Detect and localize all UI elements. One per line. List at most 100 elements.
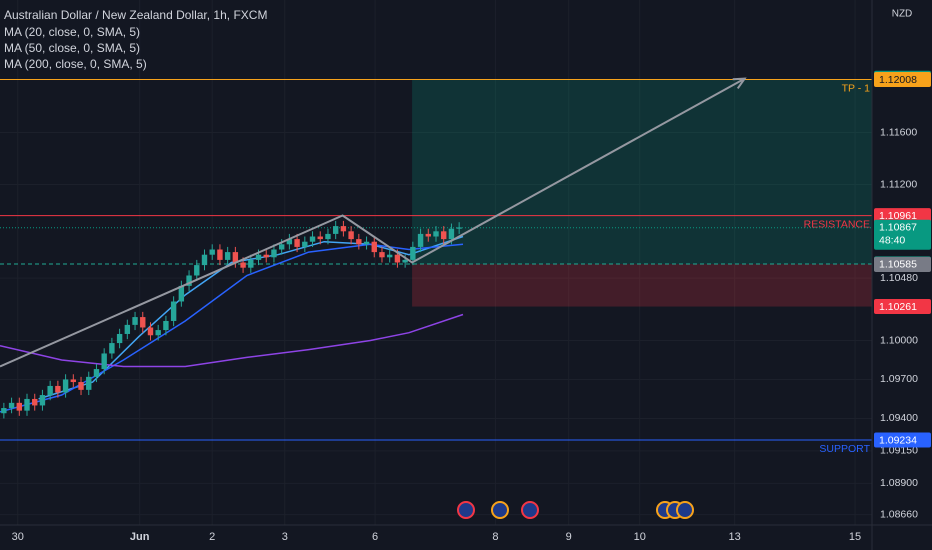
grid xyxy=(0,0,872,525)
x-tick-label: 8 xyxy=(492,531,498,543)
candle-body xyxy=(371,241,377,253)
candle-body xyxy=(194,265,200,276)
y-tick-label: 1.08660 xyxy=(880,508,918,520)
candle-body xyxy=(55,385,61,393)
x-tick-label: 15 xyxy=(849,531,861,543)
level-label: RESISTANCE xyxy=(804,218,870,230)
candle-body xyxy=(448,228,455,240)
candle-body xyxy=(147,327,154,336)
candle-body xyxy=(62,379,69,393)
candle-body xyxy=(302,241,308,247)
candle-body xyxy=(224,252,231,260)
candle-body xyxy=(32,398,38,406)
candle-body xyxy=(186,275,192,286)
x-tick-label: Jun xyxy=(130,531,150,543)
price-label: 1.12008 xyxy=(879,74,917,86)
price-label-box xyxy=(874,299,931,315)
candle-body xyxy=(379,252,385,258)
candle-body xyxy=(340,226,347,232)
candle-body xyxy=(155,330,161,336)
candle-body xyxy=(433,231,439,237)
countdown: 48:40 xyxy=(879,235,905,247)
price-label-box xyxy=(874,72,931,88)
candle-body xyxy=(1,408,7,414)
x-tick-label: 3 xyxy=(282,531,288,543)
candle-body xyxy=(163,320,169,331)
candle-body xyxy=(456,227,462,229)
legend-entry: MA (50, close, 0, SMA, 5) xyxy=(4,41,140,55)
moving-average xyxy=(0,313,464,368)
candle-body xyxy=(116,333,123,344)
candle-body xyxy=(332,226,339,234)
arrow-head xyxy=(732,77,747,89)
price-label: 1.10961 xyxy=(879,210,917,222)
candle-body xyxy=(325,233,331,240)
y-tick-label: 1.09400 xyxy=(880,412,918,424)
event-icon[interactable] xyxy=(457,501,475,519)
candle-body xyxy=(278,244,285,250)
y-tick-label: 1.09700 xyxy=(880,373,918,385)
candle-body xyxy=(217,249,223,260)
candle-body xyxy=(386,254,393,258)
x-tick-label: 10 xyxy=(634,531,646,543)
candle-body xyxy=(178,285,185,302)
candle-body xyxy=(248,259,254,268)
candle-body xyxy=(363,241,370,245)
event-icon[interactable] xyxy=(521,501,539,519)
candle-body xyxy=(255,254,262,260)
candle-body xyxy=(441,231,447,240)
candle-body xyxy=(86,376,92,390)
price-label-box xyxy=(874,208,931,224)
candle-body xyxy=(425,233,431,237)
x-tick-label: 9 xyxy=(566,531,572,543)
candle-body xyxy=(294,239,300,247)
loss-zone xyxy=(412,264,872,307)
trend-line xyxy=(0,77,746,368)
level-label: TP - 1 xyxy=(842,82,871,94)
candle-body xyxy=(101,353,107,370)
candle-body xyxy=(93,369,100,377)
price-label: 1.10585 xyxy=(879,259,917,271)
event-icons xyxy=(457,501,694,519)
event-icon[interactable] xyxy=(491,501,509,519)
x-tick-label: 6 xyxy=(372,531,378,543)
candle-body xyxy=(263,254,269,258)
candle-body xyxy=(286,239,293,245)
candle-body xyxy=(132,317,138,325)
price-label: 1.10261 xyxy=(879,301,917,313)
y-tick-label: 1.09150 xyxy=(880,445,918,457)
candle-body xyxy=(140,317,146,328)
candle-body xyxy=(417,233,424,247)
candle-body xyxy=(201,254,208,266)
candle-body xyxy=(47,385,53,396)
candle-body xyxy=(39,395,46,406)
price-label: 1.09234 xyxy=(879,434,917,446)
price-label-box xyxy=(874,256,931,272)
y-tick-label: 1.11200 xyxy=(880,178,917,190)
legend: MA (20, close, 0, SMA, 5) MA (50, close, … xyxy=(4,25,147,71)
candle-body xyxy=(209,249,215,255)
event-icon[interactable] xyxy=(676,501,694,519)
candle-body xyxy=(78,382,84,390)
candle-body xyxy=(317,236,323,240)
candle-body xyxy=(402,259,408,263)
legend-entry: MA (200, close, 0, SMA, 5) xyxy=(4,57,147,71)
candle-body xyxy=(170,301,177,321)
price-label-box xyxy=(874,432,931,448)
candle-body xyxy=(348,231,354,240)
candle-body xyxy=(271,249,277,258)
candle-body xyxy=(109,343,115,354)
y-tick-label: 1.10000 xyxy=(880,334,918,346)
y-tick-label: 1.10480 xyxy=(880,272,918,284)
candle-body xyxy=(309,236,316,242)
x-tick-label: 2 xyxy=(209,531,215,543)
plot: TP - 1 RESISTANCE SUPPORT xyxy=(0,77,872,455)
candle-body xyxy=(410,246,416,260)
currency: NZD xyxy=(892,9,913,20)
current-price-label: 1.10867 xyxy=(879,222,917,234)
candle-body xyxy=(70,379,77,383)
candle-body xyxy=(8,402,15,409)
